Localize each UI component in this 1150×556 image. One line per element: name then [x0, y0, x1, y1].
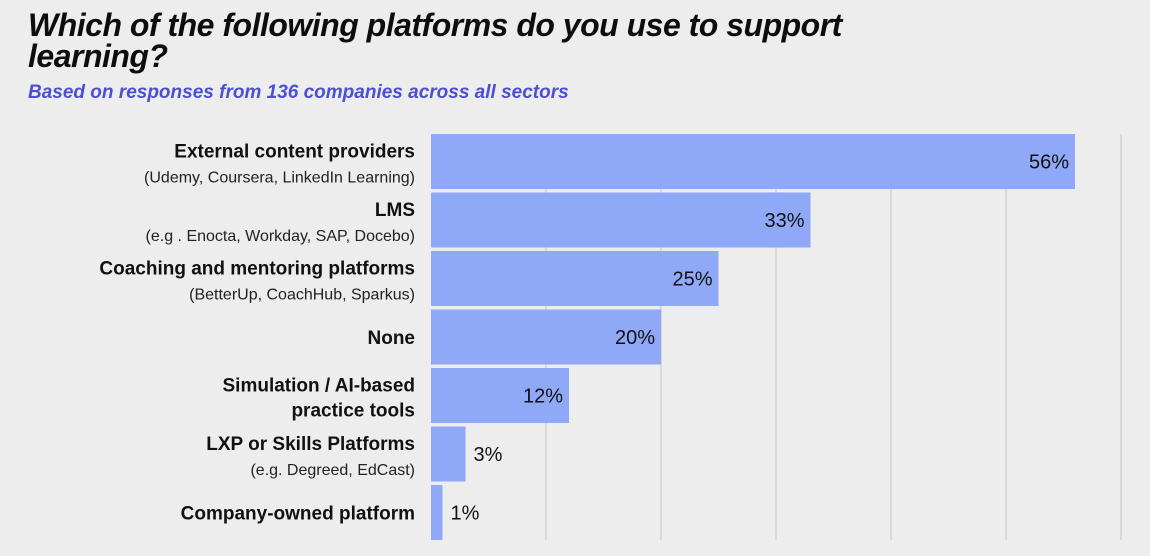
- bar-value-label: 33%: [764, 210, 804, 232]
- category-sublabel: (BetterUp, CoachHub, Sparkus): [189, 287, 415, 304]
- bar-value-label: 25%: [672, 269, 712, 291]
- bar: [431, 426, 466, 482]
- bar-value-label: 3%: [474, 444, 503, 466]
- category-label: Company-owned platform: [181, 504, 415, 525]
- bar: [431, 192, 811, 248]
- category-sublabel: (Udemy, Coursera, LinkedIn Learning): [144, 170, 415, 187]
- category-label: Coaching and mentoring platforms: [99, 259, 415, 280]
- bar-value-label: 1%: [451, 503, 480, 525]
- bar-value-label: 56%: [1029, 152, 1069, 174]
- bar: [431, 309, 661, 365]
- bar: [431, 368, 569, 423]
- bar-value-label: 12%: [523, 386, 563, 408]
- bar: [431, 251, 719, 306]
- category-label: practice tools: [291, 401, 415, 422]
- category-sublabel: (e.g. Degreed, EdCast): [250, 462, 415, 479]
- category-label: None: [368, 328, 416, 349]
- category-label: LMS: [375, 200, 415, 221]
- category-sublabel: (e.g . Enocta, Workday, SAP, Docebo): [146, 228, 415, 245]
- bar-value-label: 20%: [615, 327, 655, 349]
- chart-title: Which of the following platforms do you …: [28, 7, 842, 74]
- category-label: Simulation / AI-based: [223, 376, 416, 397]
- category-label: LXP or Skills Platforms: [206, 434, 415, 455]
- bar: [431, 134, 1075, 189]
- chart-subtitle: Based on responses from 136 companies ac…: [28, 82, 569, 103]
- category-label: External content providers: [174, 142, 415, 163]
- bar: [431, 485, 443, 540]
